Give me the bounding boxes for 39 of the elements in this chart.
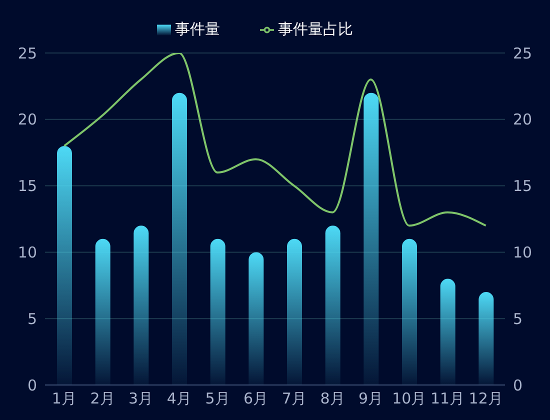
y-tick-label: 15 [18, 177, 37, 196]
y2-tick-label: 5 [513, 310, 523, 328]
x-tick-label: 3月 [128, 390, 154, 408]
bar [364, 92, 379, 385]
x-tick-label: 10月 [392, 390, 426, 408]
bar [210, 238, 226, 385]
bar [478, 292, 494, 385]
x-tick-label: 9月 [358, 390, 384, 408]
bar [134, 226, 149, 385]
bar [172, 92, 187, 385]
bar [57, 146, 72, 385]
x-tick-label: 5月 [205, 390, 230, 408]
bar [248, 252, 264, 385]
y-tick-label: 25 [18, 44, 37, 62]
bar [440, 278, 456, 385]
x-tick-label: 2月 [90, 390, 115, 408]
y2-tick-label: 20 [513, 110, 532, 129]
y-tick-label: 0 [27, 376, 37, 394]
x-tick-label: 4月 [166, 390, 192, 408]
y-tick-label: 5 [27, 310, 37, 328]
line-series [63, 53, 487, 227]
y-tick-label: 10 [18, 244, 37, 262]
y2-tick-label: 15 [513, 177, 532, 196]
bar [325, 226, 340, 385]
bar [402, 238, 417, 385]
x-tick-label: 6月 [244, 390, 268, 408]
y-tick-label: 20 [18, 110, 37, 129]
bar [287, 238, 302, 385]
y2-tick-label: 10 [513, 244, 532, 262]
y2-tick-label: 25 [513, 44, 532, 62]
legend-label: 事件量占比 [278, 20, 353, 38]
x-tick-label: 12月 [468, 390, 503, 408]
x-tick-label: 7月 [282, 390, 306, 408]
x-tick-label: 8月 [320, 390, 345, 408]
bar [95, 238, 110, 385]
x-tick-label: 11月 [430, 390, 465, 408]
x-tick-label: 1月 [52, 390, 76, 408]
legend-label: 事件量 [175, 20, 220, 38]
y2-tick-label: 0 [513, 376, 523, 394]
